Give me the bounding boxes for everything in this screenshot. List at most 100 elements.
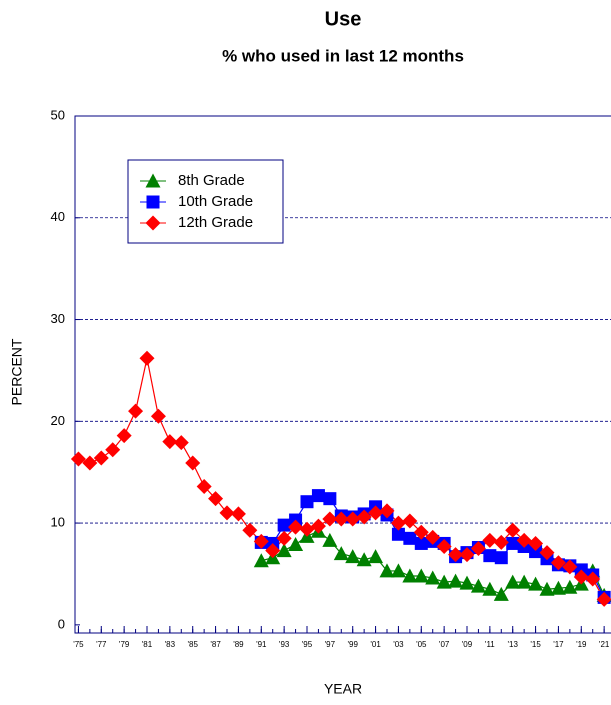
x-tick-label: '95 (302, 640, 313, 649)
marker (506, 536, 520, 550)
marker (299, 521, 315, 537)
marker (459, 575, 475, 590)
marker (311, 489, 325, 503)
y-tick-label: 10 (51, 515, 65, 530)
x-tick-label: '09 (462, 640, 473, 649)
x-tick-label: '87 (210, 640, 221, 649)
marker (414, 536, 428, 550)
marker (493, 586, 509, 601)
marker (105, 442, 121, 458)
marker (448, 547, 464, 563)
marker (300, 495, 314, 509)
marker (70, 451, 86, 467)
marker (242, 522, 258, 538)
marker (402, 513, 418, 529)
marker (403, 531, 417, 545)
marker (528, 535, 544, 551)
marker (310, 518, 326, 534)
x-axis-label: YEAR (324, 681, 362, 697)
marker (82, 455, 98, 471)
chart-subtitle: % who used in last 12 months (222, 46, 464, 65)
y-tick-label: 50 (51, 107, 65, 122)
marker (585, 571, 601, 587)
marker (345, 511, 361, 527)
marker (562, 559, 578, 575)
y-tick-label: 30 (51, 311, 65, 326)
marker (379, 563, 395, 578)
marker (448, 573, 464, 588)
x-tick-label: '17 (553, 640, 564, 649)
marker (470, 541, 486, 557)
marker (368, 549, 384, 564)
marker (146, 195, 160, 209)
marker (391, 527, 405, 541)
x-tick-label: '79 (119, 640, 130, 649)
marker (413, 568, 429, 583)
marker (483, 549, 497, 563)
marker (390, 515, 406, 531)
marker (322, 532, 338, 547)
marker (356, 552, 372, 567)
marker (185, 455, 201, 471)
marker (436, 574, 452, 589)
x-tick-label: '93 (279, 640, 290, 649)
x-tick-label: '21 (599, 640, 610, 649)
legend-label: 12th Grade (178, 214, 253, 231)
marker (356, 509, 372, 525)
marker (145, 173, 161, 188)
marker (494, 551, 508, 565)
marker (379, 503, 395, 519)
y-tick-label: 0 (58, 616, 65, 631)
marker (529, 545, 543, 559)
marker (573, 569, 589, 585)
marker (276, 530, 292, 546)
marker (208, 491, 224, 507)
marker (323, 492, 337, 506)
y-tick-label: 20 (51, 413, 65, 428)
marker (505, 522, 521, 538)
marker (596, 591, 611, 607)
marker (528, 576, 544, 591)
x-tick-label: '13 (507, 640, 518, 649)
marker (253, 533, 269, 549)
marker (436, 538, 452, 554)
marker (173, 435, 189, 451)
x-tick-label: '97 (325, 640, 336, 649)
marker (196, 478, 212, 494)
x-tick-label: '19 (576, 640, 587, 649)
marker (562, 579, 578, 594)
x-tick-label: '91 (256, 640, 267, 649)
marker (230, 506, 246, 522)
marker (425, 529, 441, 545)
marker (288, 519, 304, 535)
marker (277, 518, 291, 532)
marker (162, 434, 178, 450)
marker (128, 403, 144, 419)
marker (219, 505, 235, 521)
x-tick-label: '11 (485, 640, 495, 649)
marker (493, 534, 509, 550)
x-tick-label: '77 (96, 640, 107, 649)
marker (482, 581, 498, 596)
marker (93, 450, 109, 466)
marker (333, 511, 349, 527)
marker (516, 532, 532, 548)
x-tick-label: '99 (347, 640, 358, 649)
marker (265, 543, 281, 559)
series-line (78, 358, 605, 600)
marker (413, 524, 429, 540)
x-tick-label: '03 (393, 640, 404, 649)
marker (145, 215, 161, 231)
x-tick-label: '01 (370, 640, 381, 649)
marker (139, 350, 155, 366)
chart-title: Use (325, 8, 362, 30)
x-tick-label: '89 (233, 640, 244, 649)
x-tick-label: '85 (187, 640, 198, 649)
x-tick-label: '15 (530, 640, 541, 649)
marker (550, 580, 566, 595)
marker (539, 545, 555, 561)
marker (288, 536, 304, 551)
marker (459, 547, 475, 563)
x-tick-label: '07 (439, 640, 450, 649)
